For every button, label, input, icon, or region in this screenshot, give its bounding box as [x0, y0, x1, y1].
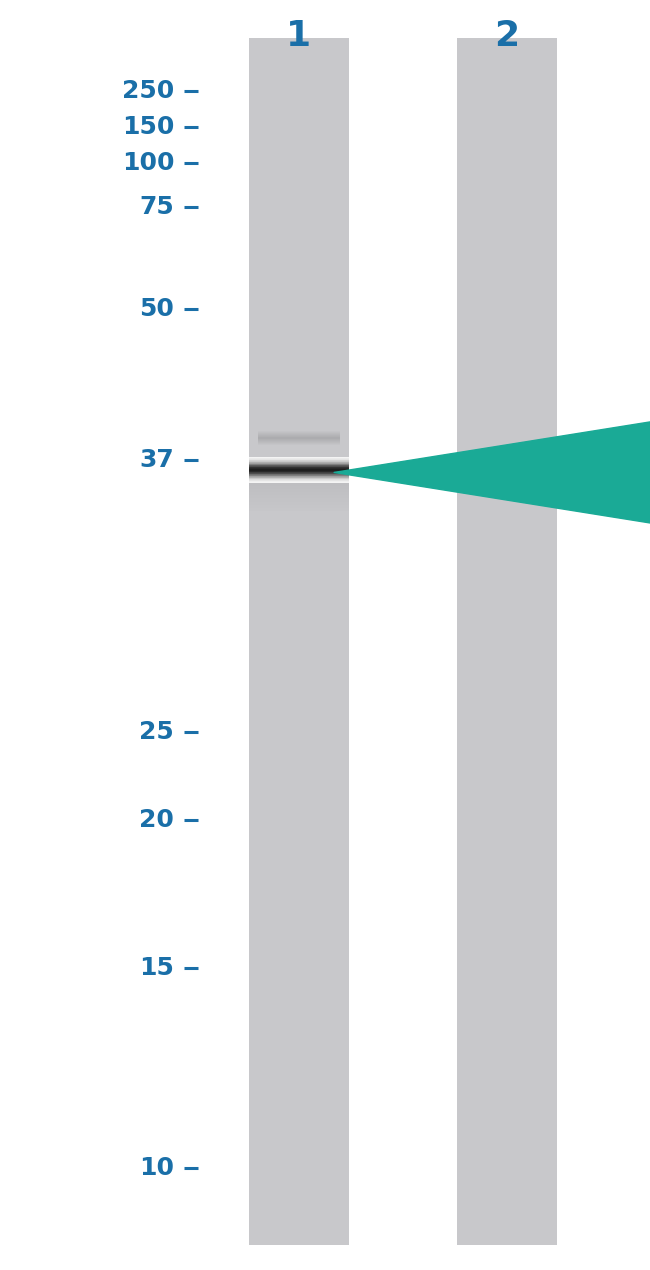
Text: 75: 75: [140, 196, 174, 218]
Text: 250: 250: [122, 80, 174, 103]
Bar: [248, 502, 350, 504]
Bar: [248, 495, 350, 498]
Text: 2: 2: [495, 19, 519, 52]
Text: 25: 25: [140, 720, 174, 743]
Text: 15: 15: [139, 956, 174, 979]
Bar: [456, 38, 558, 1245]
Bar: [248, 505, 350, 508]
Text: 10: 10: [139, 1157, 174, 1180]
Bar: [248, 483, 350, 485]
Text: 20: 20: [139, 809, 174, 832]
Bar: [248, 480, 350, 483]
Bar: [248, 486, 350, 489]
Text: 50: 50: [139, 297, 174, 320]
Text: 100: 100: [122, 151, 174, 174]
Bar: [248, 38, 350, 1245]
Bar: [248, 499, 350, 502]
Text: 37: 37: [140, 448, 174, 471]
Text: 150: 150: [122, 116, 174, 138]
Bar: [248, 489, 350, 491]
Bar: [248, 508, 350, 511]
Bar: [248, 493, 350, 495]
Text: 1: 1: [287, 19, 311, 52]
